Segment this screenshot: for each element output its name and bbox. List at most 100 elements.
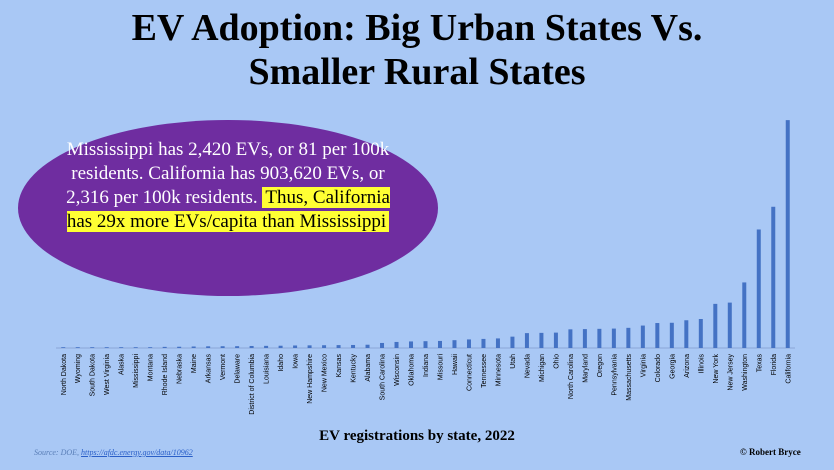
source-label: Source: DOE, bbox=[34, 448, 79, 457]
x-axis-label: EV registrations by state, 2022 bbox=[0, 428, 834, 445]
tick-label-colorado: Colorado bbox=[655, 354, 662, 383]
bar-maine bbox=[192, 346, 196, 348]
bar-michigan bbox=[539, 333, 543, 348]
tick-label-oklahoma: Oklahoma bbox=[409, 354, 416, 386]
tick-label-minnesota: Minnesota bbox=[495, 354, 502, 386]
tick-label-north-carolina: North Carolina bbox=[568, 354, 575, 399]
credit: © Robert Bryce bbox=[740, 447, 801, 457]
bar-missouri bbox=[438, 341, 442, 348]
tick-label-maine: Maine bbox=[191, 354, 198, 373]
tick-label-alaska: Alaska bbox=[119, 354, 126, 375]
bar-louisiana bbox=[264, 346, 268, 348]
bar-colorado bbox=[655, 323, 659, 348]
bar-alaska bbox=[119, 347, 123, 348]
tick-label-north-dakota: North Dakota bbox=[61, 354, 68, 395]
bar-arizona bbox=[684, 320, 688, 348]
bar-north-carolina bbox=[568, 329, 572, 348]
bar-hawaii bbox=[452, 340, 456, 348]
bar-indiana bbox=[424, 341, 428, 348]
bar-ohio bbox=[554, 333, 558, 348]
bar-west-virginia bbox=[105, 347, 109, 348]
tick-label-illinois: Illinois bbox=[698, 354, 705, 374]
tick-label-montana: Montana bbox=[148, 354, 155, 381]
tick-label-alabama: Alabama bbox=[365, 354, 372, 382]
bar-delaware bbox=[235, 346, 239, 348]
bar-texas bbox=[757, 229, 761, 348]
tick-label-missouri: Missouri bbox=[437, 354, 444, 381]
bar-oregon bbox=[597, 329, 601, 348]
tick-label-utah: Utah bbox=[510, 354, 517, 369]
bar-montana bbox=[148, 347, 152, 348]
source-link[interactable]: https://afdc.energy.gov/data/10962 bbox=[81, 448, 193, 457]
tick-label-rhode-island: Rhode Island bbox=[162, 354, 169, 395]
bar-virginia bbox=[641, 326, 645, 348]
tick-label-oregon: Oregon bbox=[597, 354, 604, 377]
bar-mississippi bbox=[134, 347, 138, 348]
source-note: Source: DOE, https://afdc.energy.gov/dat… bbox=[34, 448, 193, 457]
tick-label-west-virginia: West Virginia bbox=[104, 354, 111, 395]
bar-illinois bbox=[699, 319, 703, 348]
bar-tennessee bbox=[481, 339, 485, 348]
bar-utah bbox=[510, 337, 514, 348]
tick-label-virginia: Virginia bbox=[640, 354, 647, 377]
tick-label-delaware: Delaware bbox=[235, 354, 242, 384]
tick-label-new-jersey: New Jersey bbox=[727, 354, 734, 391]
bar-florida bbox=[771, 207, 775, 348]
tick-label-kansas: Kansas bbox=[336, 354, 343, 378]
tick-label-georgia: Georgia bbox=[669, 354, 676, 379]
callout-text: Mississippi has 2,420 EVs, or 81 per 100… bbox=[60, 138, 396, 234]
tick-label-iowa: Iowa bbox=[293, 354, 300, 369]
tick-label-kentucky: Kentucky bbox=[351, 354, 358, 383]
bar-alabama bbox=[366, 345, 370, 348]
bar-pennsylvania bbox=[612, 329, 616, 348]
bar-arkansas bbox=[206, 346, 210, 348]
bar-south-carolina bbox=[380, 343, 384, 348]
tick-label-new-mexico: New Mexico bbox=[322, 354, 329, 392]
bar-oklahoma bbox=[409, 341, 413, 348]
tick-label-washington: Washington bbox=[742, 354, 749, 391]
tick-label-maryland: Maryland bbox=[582, 354, 589, 383]
tick-label-wisconsin: Wisconsin bbox=[394, 354, 401, 386]
bar-washington bbox=[742, 282, 746, 348]
tick-label-south-carolina: South Carolina bbox=[380, 354, 387, 400]
tick-label-wyoming: Wyoming bbox=[75, 354, 82, 383]
tick-label-new-york: New York bbox=[713, 354, 720, 384]
tick-label-texas: Texas bbox=[756, 354, 763, 373]
bar-minnesota bbox=[496, 338, 500, 348]
tick-label-mississippi: Mississippi bbox=[133, 354, 140, 388]
tick-label-south-dakota: South Dakota bbox=[90, 354, 97, 397]
bar-california bbox=[786, 120, 790, 348]
tick-label-idaho: Idaho bbox=[278, 354, 285, 372]
bar-new-jersey bbox=[728, 303, 732, 348]
tick-label-arizona: Arizona bbox=[684, 354, 691, 378]
bar-kentucky bbox=[351, 345, 355, 348]
tick-label-michigan: Michigan bbox=[539, 354, 546, 382]
tick-label-california: California bbox=[785, 354, 792, 384]
bar-new-mexico bbox=[322, 345, 326, 348]
tick-label-connecticut: Connecticut bbox=[466, 354, 473, 391]
tick-label-indiana: Indiana bbox=[423, 354, 430, 377]
bar-wisconsin bbox=[395, 342, 399, 348]
bar-nevada bbox=[525, 333, 529, 348]
tick-label-florida: Florida bbox=[771, 354, 778, 376]
tick-label-new-hampshire: New Hampshire bbox=[307, 354, 314, 404]
bar-idaho bbox=[279, 346, 283, 348]
bar-new-york bbox=[713, 304, 717, 348]
bar-new-hampshire bbox=[308, 345, 312, 348]
tick-label-vermont: Vermont bbox=[220, 354, 227, 380]
tick-label-massachusetts: Massachusetts bbox=[626, 354, 633, 401]
tick-label-arkansas: Arkansas bbox=[206, 354, 213, 384]
bar-nebraska bbox=[177, 347, 181, 348]
tick-label-hawaii: Hawaii bbox=[452, 354, 459, 375]
bar-maryland bbox=[583, 329, 587, 348]
bar-rhode-island bbox=[163, 347, 167, 348]
tick-label-nevada: Nevada bbox=[524, 354, 531, 378]
bar-iowa bbox=[293, 345, 297, 348]
tick-label-ohio: Ohio bbox=[553, 354, 560, 369]
tick-label-pennsylvania: Pennsylvania bbox=[611, 354, 618, 396]
tick-label-district-of-columbia: District of Columbia bbox=[249, 354, 256, 415]
tick-label-tennessee: Tennessee bbox=[481, 354, 488, 388]
bar-vermont bbox=[221, 346, 225, 348]
bar-georgia bbox=[670, 323, 674, 348]
bar-kansas bbox=[337, 345, 341, 348]
